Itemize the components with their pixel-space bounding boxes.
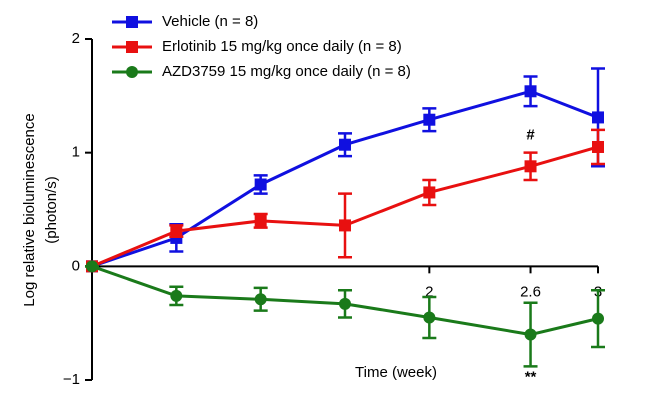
- y-tick-label: 2: [72, 30, 80, 47]
- marker: [339, 219, 351, 232]
- marker: [423, 113, 436, 126]
- annotation: #: [526, 127, 535, 144]
- y-tick-label: 0: [72, 257, 80, 274]
- marker: [423, 311, 436, 324]
- legend-label: AZD3759 15 mg/kg once daily (n = 8): [162, 63, 411, 80]
- marker: [524, 160, 537, 173]
- y-axis-label: (photon/s): [43, 176, 60, 244]
- marker: [592, 111, 604, 124]
- marker: [86, 260, 98, 273]
- x-tick-label: 2: [425, 283, 433, 300]
- marker: [254, 178, 267, 191]
- marker: [524, 85, 537, 98]
- y-axis-label: Log relative bioluminescence: [21, 113, 38, 306]
- legend-marker: [126, 16, 138, 28]
- marker: [170, 289, 183, 302]
- marker: [592, 140, 604, 153]
- legend-marker: [126, 66, 138, 78]
- y-tick-label: 1: [72, 144, 80, 161]
- x-axis-label: Time (week): [355, 364, 437, 381]
- marker: [423, 186, 436, 199]
- annotation: **: [525, 369, 537, 386]
- marker: [254, 214, 267, 227]
- legend-marker: [126, 41, 138, 53]
- marker: [254, 293, 267, 306]
- x-tick-label: 2.6: [520, 283, 541, 300]
- legend-label: Erlotinib 15 mg/kg once daily (n = 8): [162, 38, 402, 55]
- marker: [592, 312, 604, 325]
- y-tick-label: −1: [63, 371, 80, 388]
- marker: [339, 297, 351, 310]
- marker: [170, 225, 183, 238]
- marker: [524, 328, 537, 341]
- legend-label: Vehicle (n = 8): [162, 13, 258, 30]
- marker: [339, 138, 351, 151]
